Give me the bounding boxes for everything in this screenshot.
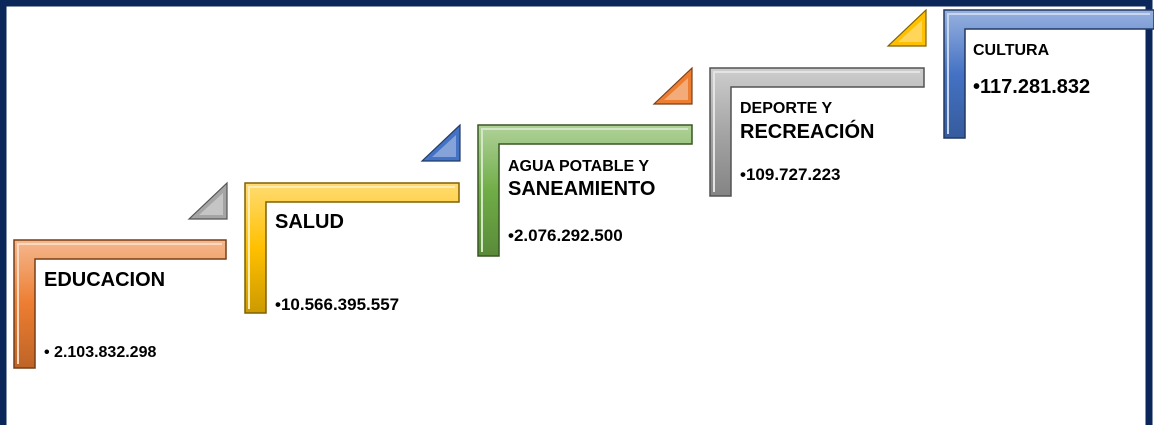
step-value: •2.076.292.500 [508,226,623,245]
step: SALUD •10.566.395.557 [244,123,461,314]
step-value: •117.281.832 [973,76,1090,98]
step-label: EDUCACION [44,269,165,291]
step-shape [13,239,227,369]
triangle-highlight [199,193,223,215]
step: DEPORTE Y RECREACIÓN •109.727.223 [709,8,927,197]
step-label: RECREACIÓN [740,119,874,143]
step-value: •10.566.395.557 [275,295,399,314]
step-shape [244,182,460,314]
step-highlight [713,71,920,192]
step-highlight [947,13,1150,134]
triangle-highlight [898,20,922,42]
step-shape [943,9,1154,139]
step-value: •109.727.223 [740,165,841,184]
step-label: SANEAMIENTO [508,178,655,200]
step-highlight [481,128,688,252]
step-label: AGUA POTABLE Y [508,158,649,175]
step-shape [477,124,693,257]
step: AGUA POTABLE Y SANEAMIENTO •2.076.292.500 [477,66,693,257]
triangle-highlight [664,78,688,100]
step-label: SALUD [275,211,344,233]
step-highlight [248,186,455,309]
triangle-highlight [432,135,456,157]
step: CULTURA •117.281.832 [943,9,1154,139]
step-shape [709,67,925,197]
step-value: • 2.103.832.298 [44,344,156,361]
step-label: CULTURA [973,42,1050,59]
step-highlight [17,243,222,364]
step-label: DEPORTE Y [740,100,833,117]
step: EDUCACION • 2.103.832.298 [13,181,228,369]
